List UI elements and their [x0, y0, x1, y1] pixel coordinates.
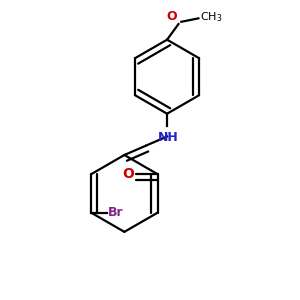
Text: CH$_3$: CH$_3$ — [200, 10, 222, 24]
Text: O: O — [122, 167, 134, 181]
Text: Br: Br — [108, 206, 124, 219]
Text: O: O — [167, 10, 177, 22]
Text: NH: NH — [158, 131, 179, 144]
